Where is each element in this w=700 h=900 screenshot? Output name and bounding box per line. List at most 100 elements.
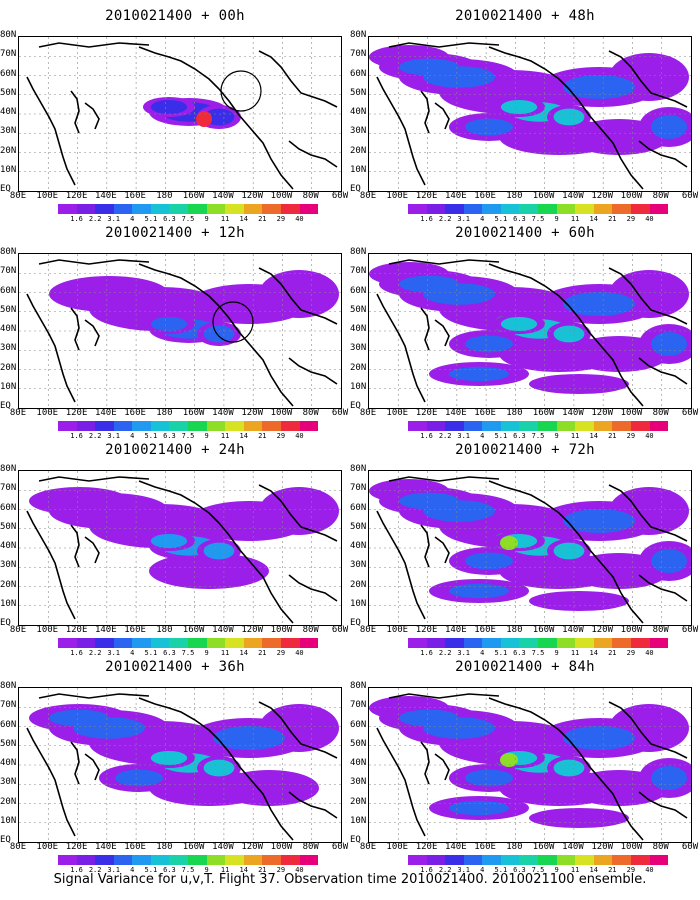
colorbar-label: 11 — [220, 866, 230, 874]
variance-contour — [529, 374, 629, 394]
coastline — [568, 522, 644, 624]
variance-contour — [553, 325, 585, 343]
colorbar-swatch — [243, 204, 263, 214]
panel-title: 2010021400 + 48h — [455, 8, 595, 24]
longitude-label: 120E — [65, 408, 88, 418]
colorbar-swatch — [408, 638, 427, 648]
latitude-label: 10N — [350, 815, 367, 826]
longitude-label: 60W — [681, 191, 699, 201]
colorbar-swatch — [169, 855, 189, 865]
coastline — [70, 741, 80, 785]
variance-map — [18, 687, 342, 843]
latitude-label: 40N — [0, 324, 17, 334]
longitude-label: 140W — [212, 408, 234, 418]
colorbar-swatch — [280, 421, 300, 431]
variance-contour — [553, 542, 585, 560]
longitude-label: 140E — [94, 191, 117, 201]
colorbar-swatch — [426, 204, 446, 214]
coastline — [568, 305, 644, 407]
longitude-label: 180 — [156, 842, 173, 852]
coastline — [84, 536, 100, 564]
colorbar-swatch — [299, 855, 319, 865]
colorbar-swatch — [445, 855, 464, 865]
longitude-label: 180 — [156, 408, 173, 418]
longitude-label: 100E — [386, 408, 409, 418]
coastline — [258, 267, 338, 325]
colorbar-swatch — [225, 638, 244, 648]
longitude-label: 80E — [359, 625, 377, 635]
coastline — [288, 140, 338, 168]
colorbar-label: 7.5 — [181, 432, 195, 440]
colorbar-swatch — [463, 421, 483, 431]
colorbar-label: 21 — [608, 866, 617, 874]
longitude-label: 100W — [620, 408, 643, 418]
longitude-label: 60W — [331, 191, 349, 201]
variance-contour — [465, 335, 513, 353]
latitude-label: 30N — [0, 560, 17, 571]
longitude-label: 100E — [386, 625, 409, 635]
panel-title: 2010021400 + 72h — [455, 442, 595, 458]
colorbar-swatch — [76, 421, 96, 431]
colorbar-label: 5.1 — [494, 649, 508, 657]
latitude-label: 60N — [350, 719, 367, 730]
colorbar-swatch — [612, 204, 631, 214]
colorbar-label: 9 — [554, 215, 559, 223]
coastline — [388, 476, 500, 482]
longitude-axis: 80E 100E 120E 140E 160E 180 160W 140W 120W 100W 80… — [360, 408, 700, 420]
colorbar-label: 14 — [239, 866, 248, 874]
latitude-label: 80N — [0, 247, 17, 257]
variance-contour — [563, 292, 635, 316]
colorbar-label: 1.6 — [70, 215, 83, 223]
longitude-label: 160W — [182, 625, 205, 635]
latitude-label: 50N — [0, 521, 17, 532]
coastline — [420, 524, 430, 568]
observation-circle — [212, 301, 254, 343]
longitude-label: 160E — [474, 842, 496, 852]
coastline — [434, 319, 450, 347]
colorbar-swatch — [299, 204, 319, 214]
colorbar-label: 9 — [554, 432, 559, 440]
latitude-label: 50N — [350, 521, 367, 532]
colorbar-swatch — [649, 204, 669, 214]
latitude-label: 10N — [0, 815, 17, 826]
colorbar-swatch — [593, 638, 613, 648]
longitude-label: 180 — [506, 408, 523, 418]
colorbar-swatch — [150, 421, 170, 431]
latitude-label: 80N — [350, 464, 367, 474]
colorbar-swatch — [206, 204, 226, 214]
variance-contour — [553, 759, 585, 777]
colorbar-swatch — [150, 638, 170, 648]
longitude-label: 60W — [681, 408, 699, 418]
variance-contour — [149, 553, 269, 589]
longitude-label: 80E — [9, 625, 27, 635]
variance-contour — [115, 769, 163, 787]
colorbar-label: 14 — [239, 432, 248, 440]
variance-contour — [399, 492, 459, 510]
latitude-label: 10N — [0, 164, 17, 175]
colorbar-swatch — [188, 638, 207, 648]
colorbar-swatch — [262, 421, 281, 431]
colorbar-label: 29 — [626, 215, 636, 223]
colorbar-swatch — [76, 855, 96, 865]
panel-title: 2010021400 + 84h — [455, 659, 595, 675]
variance-contour — [399, 709, 459, 727]
colorbar-swatch — [243, 421, 263, 431]
latitude-label: EQ — [350, 401, 361, 411]
colorbar-label: 4 — [130, 215, 135, 223]
variance-contour — [213, 726, 285, 750]
coastline — [376, 76, 426, 186]
colorbar-swatch — [612, 421, 631, 431]
latitude-label: EQ — [350, 835, 361, 845]
variance-contour — [196, 111, 212, 127]
colorbar-label: 1.6 — [420, 649, 433, 657]
coastline — [218, 305, 294, 407]
latitude-label: 30N — [350, 777, 367, 788]
colorbar-label: 3.1 — [107, 215, 121, 223]
variance-contour — [150, 100, 188, 114]
longitude-label: 80W — [652, 842, 669, 852]
longitude-label: 180 — [506, 191, 523, 201]
longitude-label: 120W — [241, 408, 264, 418]
longitude-label: 80W — [302, 625, 319, 635]
longitude-label: 80E — [359, 842, 377, 852]
colorbar-label: 9 — [204, 215, 209, 223]
